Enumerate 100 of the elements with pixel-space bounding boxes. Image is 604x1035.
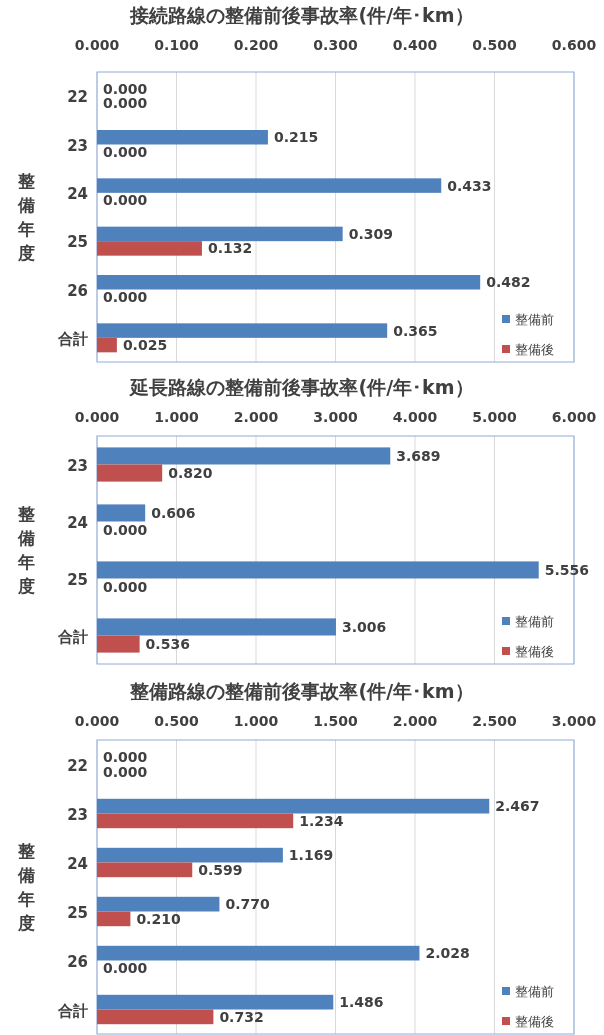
bar	[97, 896, 220, 912]
bar	[97, 447, 391, 465]
data-label: 2.467	[495, 798, 540, 815]
x-tick-label: 3.000	[551, 713, 597, 729]
x-tick-label: 1.000	[154, 409, 199, 425]
y-tick-label: 23	[67, 456, 88, 475]
y-tick-label: 合計	[57, 329, 88, 348]
y-tick-label: 23	[67, 805, 88, 824]
data-label: 1.486	[339, 994, 384, 1011]
bar	[97, 275, 481, 290]
x-tick-label: 0.000	[74, 713, 120, 729]
x-tick-label: 0.400	[392, 37, 438, 53]
bar	[97, 618, 336, 636]
y-axis-title: 整備年度	[16, 504, 35, 596]
data-label: 0.309	[348, 225, 393, 242]
chart-title: 延長路線の整備前後事故率(件/年･km）	[128, 376, 474, 398]
data-label: 0.000	[103, 522, 148, 539]
data-label: 3.006	[341, 618, 387, 635]
x-tick-label: 0.500	[472, 37, 517, 53]
data-label: 0.000	[103, 579, 148, 596]
y-tick-label: 24	[67, 184, 88, 203]
data-label: 0.820	[168, 465, 213, 482]
y-tick-label: 26	[67, 281, 88, 300]
data-label: 2.028	[425, 945, 470, 962]
x-tick-label: 0.000	[74, 409, 120, 425]
x-tick-label: 2.500	[472, 713, 517, 729]
y-tick-label: 合計	[57, 1001, 88, 1020]
data-label: 0.000	[103, 143, 148, 160]
bar	[97, 241, 202, 256]
y-axis-title: 整備年度	[16, 171, 35, 263]
legend-label: 整備前	[515, 312, 554, 327]
x-tick-label: 2.000	[233, 409, 279, 425]
y-tick-label: 25	[67, 233, 88, 252]
legend-label: 整備後	[515, 644, 554, 659]
y-tick-label: 合計	[57, 627, 88, 646]
data-label: 0.000	[103, 288, 148, 305]
data-label: 0.132	[207, 240, 253, 257]
y-tick-label: 24	[67, 513, 88, 532]
data-label: 0.215	[273, 129, 319, 146]
bar	[97, 561, 539, 579]
data-label: 0.210	[136, 910, 181, 927]
bar	[97, 635, 140, 653]
data-label: 0.606	[151, 504, 196, 521]
data-label: 3.689	[396, 447, 441, 464]
data-label: 0.482	[486, 274, 531, 291]
y-tick-label: 22	[67, 88, 88, 107]
data-label: 0.000	[103, 80, 148, 97]
y-tick-label: 25	[67, 903, 88, 922]
x-tick-label: 0.500	[154, 713, 199, 729]
bar	[97, 226, 343, 242]
data-label: 0.000	[103, 763, 148, 780]
bar	[97, 464, 163, 482]
x-tick-label: 3.000	[313, 409, 358, 425]
x-tick-label: 1.500	[313, 713, 358, 729]
x-tick-label: 4.000	[392, 409, 438, 425]
x-tick-label: 0.600	[551, 37, 597, 53]
data-label: 5.556	[544, 561, 589, 578]
chart-title: 接続路線の整備前後事故率(件/年･km）	[129, 4, 474, 26]
bar	[97, 911, 131, 927]
x-tick-label: 6.000	[551, 409, 597, 425]
legend-label: 整備前	[515, 984, 554, 999]
bar	[97, 798, 490, 814]
bar	[97, 862, 193, 878]
legend-label: 整備後	[515, 342, 554, 357]
bar	[97, 178, 442, 193]
data-label: 0.599	[198, 861, 243, 878]
y-tick-label: 23	[67, 136, 88, 155]
x-tick-label: 5.000	[472, 409, 517, 425]
y-tick-label: 22	[67, 756, 88, 775]
bar	[97, 994, 334, 1010]
bar	[97, 337, 117, 353]
data-label: 0.000	[103, 192, 148, 209]
data-label: 0.025	[122, 337, 168, 354]
x-tick-label: 0.100	[154, 37, 199, 53]
data-label: 0.770	[225, 896, 270, 913]
data-label: 0.365	[393, 322, 438, 339]
x-tick-label: 0.000	[74, 37, 120, 53]
y-axis-title: 整備年度	[16, 841, 35, 933]
bar	[97, 847, 283, 863]
data-label: 0.000	[103, 959, 148, 976]
bar	[97, 130, 268, 145]
bar	[97, 504, 146, 522]
data-label: 0.536	[145, 636, 190, 653]
bar	[97, 945, 420, 961]
x-tick-label: 0.300	[313, 37, 358, 53]
legend-label: 整備後	[515, 1014, 554, 1029]
y-tick-label: 25	[67, 570, 88, 589]
legend-label: 整備前	[515, 614, 554, 629]
x-tick-label: 2.000	[392, 713, 438, 729]
data-label: 0.000	[103, 95, 148, 112]
bar	[97, 813, 294, 829]
data-label: 0.732	[219, 1008, 264, 1025]
x-tick-label: 1.000	[233, 713, 279, 729]
data-label: 0.433	[447, 177, 492, 194]
y-tick-label: 26	[67, 952, 88, 971]
data-label: 1.234	[299, 812, 344, 829]
data-label: 1.169	[288, 847, 334, 864]
bar	[97, 1009, 214, 1025]
data-label: 0.000	[103, 749, 148, 766]
chart-title: 整備路線の整備前後事故率(件/年･km）	[129, 680, 474, 702]
